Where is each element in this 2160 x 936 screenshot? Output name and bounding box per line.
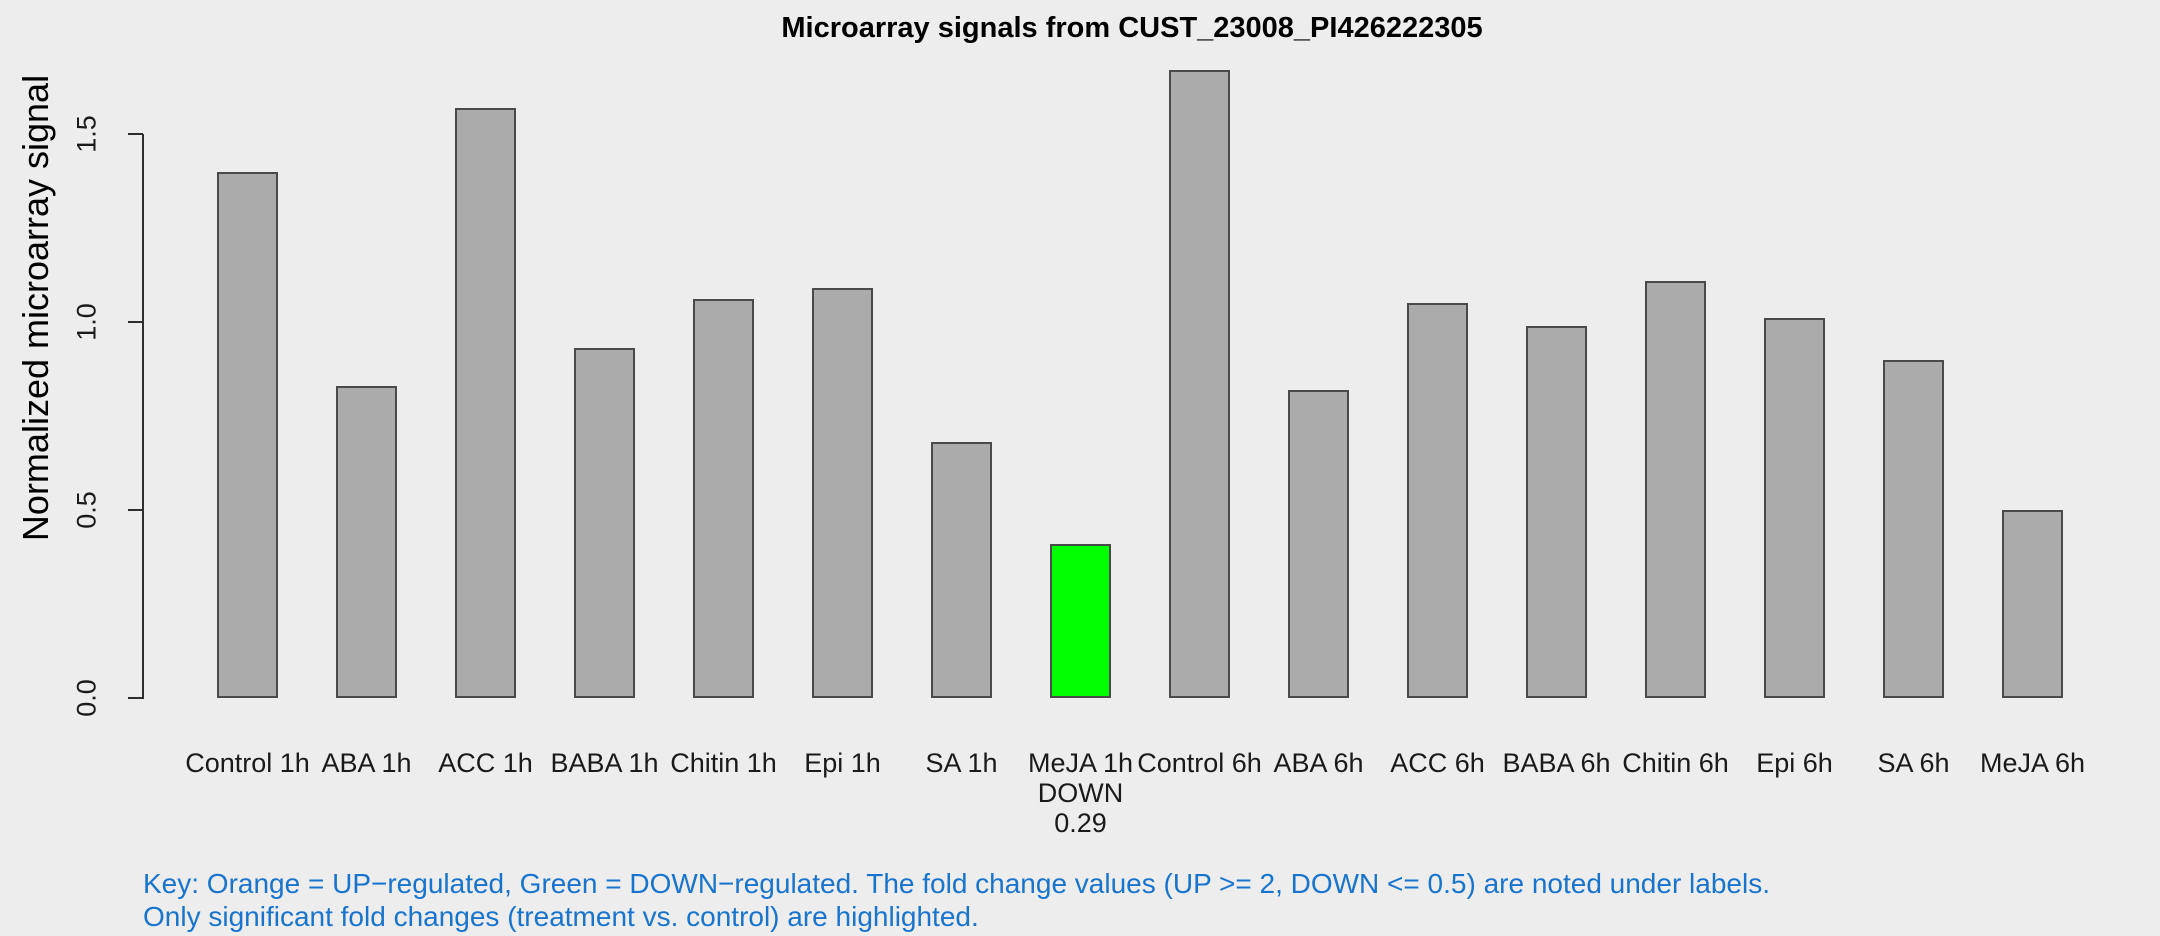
y-axis-tick	[128, 321, 143, 323]
y-axis-tick-label: 1.0	[71, 303, 102, 341]
category-label: MeJA 1h	[1027, 748, 1134, 778]
category-label: SA 6h	[1877, 748, 1950, 778]
bar-control-1h	[217, 172, 278, 698]
bar-acc-6h	[1407, 303, 1468, 698]
y-axis-tick-label: 0.5	[71, 491, 102, 529]
category-label: Control 1h	[185, 748, 310, 778]
category-label: Chitin 6h	[1622, 748, 1729, 778]
x-label-acc-1h: ACC 1h	[401, 748, 571, 778]
bar-baba-6h	[1526, 326, 1587, 698]
chart-title: Microarray signals from CUST_23008_PI426…	[781, 12, 1483, 44]
bar-epi-6h	[1764, 318, 1825, 698]
category-label: SA 1h	[925, 748, 998, 778]
x-label-meja-1h: MeJA 1h DOWN 0.29	[996, 748, 1166, 838]
y-axis-tick	[128, 133, 143, 135]
y-axis-tick-label: 1.5	[71, 115, 102, 153]
y-axis-tick	[128, 697, 143, 699]
x-label-sa-6h: SA 6h	[1829, 748, 1999, 778]
category-label: ABA 1h	[321, 748, 412, 778]
bar-chitin-1h	[693, 299, 754, 698]
category-label: Chitin 1h	[670, 748, 777, 778]
y-axis-tick-label: 0.0	[71, 679, 102, 717]
x-label-sa-1h: SA 1h	[877, 748, 1047, 778]
bar-chitin-6h	[1645, 281, 1706, 698]
x-label-chitin-1h: Chitin 1h	[639, 748, 809, 778]
x-label-aba-1h: ABA 1h	[282, 748, 452, 778]
key-text-line-1: Key: Orange = UP−regulated, Green = DOWN…	[143, 868, 1770, 899]
bar-sa-6h	[1883, 360, 1944, 698]
y-axis-line	[142, 134, 144, 699]
bar-sa-1h	[931, 442, 992, 698]
category-label: ACC 1h	[438, 748, 533, 778]
bar-aba-1h	[336, 386, 397, 698]
x-label-control-6h: Control 6h	[1115, 748, 1285, 778]
fold-change-value: 0.29	[1054, 808, 1107, 838]
category-label: ABA 6h	[1273, 748, 1364, 778]
y-axis-tick	[128, 509, 143, 511]
bar-control-6h	[1169, 70, 1230, 698]
x-label-acc-6h: ACC 6h	[1353, 748, 1523, 778]
x-label-chitin-6h: Chitin 6h	[1591, 748, 1761, 778]
category-label: Control 6h	[1137, 748, 1262, 778]
category-label: BABA 1h	[550, 748, 659, 778]
category-label: ACC 6h	[1390, 748, 1485, 778]
bar-meja-6h	[2002, 510, 2063, 698]
x-label-aba-6h: ABA 6h	[1234, 748, 1404, 778]
category-label: MeJA 6h	[1979, 748, 2086, 778]
x-label-baba-1h: BABA 1h	[520, 748, 690, 778]
category-label: BABA 6h	[1502, 748, 1611, 778]
key-text-line-2: Only significant fold changes (treatment…	[143, 901, 979, 932]
bar-baba-1h	[574, 348, 635, 698]
category-label: Epi 1h	[804, 748, 881, 778]
x-label-epi-1h: Epi 1h	[758, 748, 928, 778]
x-label-control-1h: Control 1h	[163, 748, 333, 778]
x-label-epi-6h: Epi 6h	[1710, 748, 1880, 778]
x-label-meja-6h: MeJA 6h	[1948, 748, 2118, 778]
category-label: Epi 6h	[1756, 748, 1833, 778]
x-label-baba-6h: BABA 6h	[1472, 748, 1642, 778]
bar-acc-1h	[455, 108, 516, 698]
bar-aba-6h	[1288, 390, 1349, 698]
regulation-direction-label: DOWN	[1037, 778, 1124, 808]
bar-epi-1h	[812, 288, 873, 698]
bar-meja-1h	[1050, 544, 1111, 698]
